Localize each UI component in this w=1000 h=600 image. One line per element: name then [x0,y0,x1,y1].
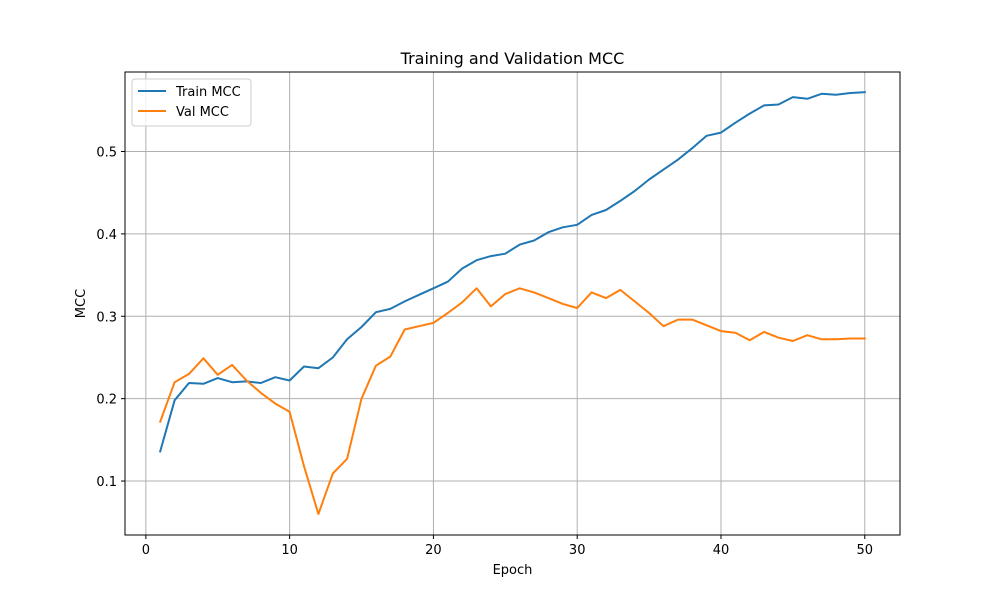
chart-title: Training and Validation MCC [400,49,625,68]
series-lines [158,91,866,515]
legend: Train MCC Val MCC [131,78,252,127]
grid [125,72,900,535]
y-tick-label: 0.2 [96,393,117,408]
x-tick-label: 0 [142,543,150,558]
series-line-val-mcc [158,287,866,515]
series-line-train-mcc [158,91,866,453]
x-tick-label: 20 [425,543,442,558]
x-tick-label: 30 [569,543,586,558]
plot-area-frame [124,71,901,536]
x-axis-label: Epoch [493,563,533,578]
legend-label-val-mcc: Val MCC [176,105,229,120]
y-axis-label: MCC [74,289,89,318]
x-tick-label: 50 [856,543,873,558]
y-tick-label: 0.1 [96,475,117,490]
x-tick-label: 40 [713,543,730,558]
y-tick-label: 0.5 [96,146,117,161]
x-tick-label: 10 [281,543,298,558]
y-tick-label: 0.4 [96,228,117,243]
axis-ticks: 0 10 20 30 40 50 0.1 0.2 0.3 0.4 0.5 [96,146,873,558]
legend-label-train-mcc: Train MCC [175,85,241,100]
y-tick-label: 0.3 [96,310,117,325]
